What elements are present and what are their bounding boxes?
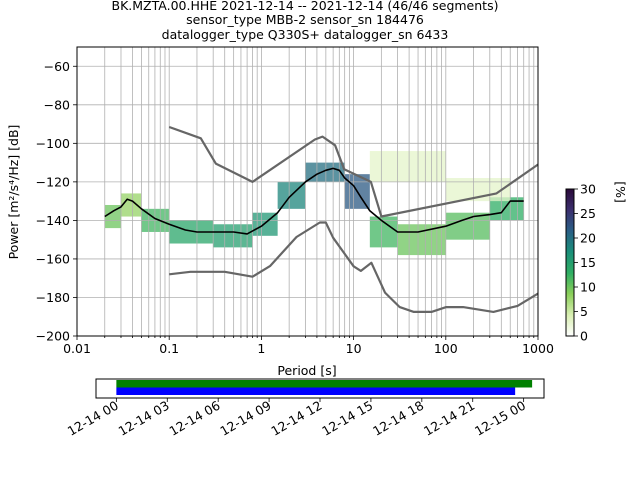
timeline-bar-1	[116, 387, 516, 395]
density-cell-10	[397, 224, 446, 256]
density-cell-12	[489, 197, 524, 221]
colorbar-tick-label: 0	[580, 329, 588, 344]
colorbar-label: [%]	[613, 181, 628, 203]
title-line-3: datalogger_type Q330S+ datalogger_sn 643…	[162, 27, 449, 42]
x-tick-label: 100	[434, 341, 458, 356]
timeline-tick-label: 12-14 21	[421, 398, 477, 439]
timeline-bars	[116, 380, 533, 395]
title-line-2: sensor_type MBB-2 sensor_sn 184476	[186, 12, 424, 27]
x-tick-label: 0.1	[159, 341, 179, 356]
density-cell-4	[213, 224, 253, 248]
y-tick-label: −120	[36, 174, 70, 189]
plot-frame	[76, 46, 539, 337]
density-cell-0	[104, 204, 121, 229]
density-cell-11	[445, 212, 490, 240]
y-tick-label: −60	[44, 59, 70, 74]
timeline-tick-label: 12-14 00	[65, 398, 121, 439]
x-tick-label: 0.01	[63, 341, 91, 356]
timeline-tick-label: 12-14 18	[370, 398, 426, 439]
timeline-bar-0	[116, 380, 533, 388]
x-tick-label: 1	[257, 341, 265, 356]
timeline-tick-label: 12-14 09	[217, 398, 273, 439]
colorbar-tick-label: 5	[580, 304, 588, 319]
colorbar-gradient	[565, 188, 575, 337]
timeline-tick-label: 12-14 03	[116, 398, 172, 439]
density-cell-13	[369, 151, 446, 182]
y-tick-label: −140	[36, 213, 70, 228]
colorbar-ticks: 0 5 10 15 20 25 30	[574, 182, 596, 344]
density-cell-7	[305, 162, 345, 182]
timeline-tick-label: 12-14 15	[319, 398, 375, 439]
y-tick-label: −160	[36, 251, 70, 266]
y-tick-label: −200	[36, 329, 70, 344]
x-axis-label: Period [s]	[277, 363, 336, 378]
timeline-tick-label: 12-14 12	[268, 398, 324, 439]
colorbar-tick-label: 15	[580, 255, 596, 270]
colorbar-tick-label: 30	[580, 182, 596, 197]
ppsd-plot: 0.01 0.1 1 10 100 1000 −60 −80 −100 −120 −140 −160…	[6, 46, 554, 378]
density-cell-1	[120, 193, 142, 217]
x-axis-ticks: 0.01 0.1 1 10 100 1000	[63, 336, 554, 356]
y-tick-label: −180	[36, 290, 70, 305]
colorbar-tick-label: 20	[580, 231, 596, 246]
y-axis-ticks: −60 −80 −100 −120 −140 −160 −180 −200	[36, 59, 77, 344]
y-axis-label: Power [m²/s⁴/Hz] [dB]	[6, 125, 21, 260]
timeline-tick-label: 12-15 00	[472, 398, 528, 439]
x-tick-label: 1000	[522, 341, 554, 356]
y-tick-label: −80	[44, 97, 70, 112]
colorbar-tick-label: 25	[580, 206, 596, 221]
colorbar: 0 5 10 15 20 25 30 [%]	[565, 181, 628, 344]
series-layer	[104, 125, 539, 313]
y-tick-label: −100	[36, 136, 70, 151]
series-noise-model-low	[169, 221, 539, 313]
colorbar-tick-label: 10	[580, 280, 596, 295]
title-line-1: BK.MZTA.00.HHE 2021-12-14 -- 2021-12-14 …	[112, 0, 499, 13]
series-noise-model-high	[168, 125, 539, 218]
series-mean	[104, 167, 524, 235]
timeline-tick-label: 12-14 06	[167, 398, 223, 439]
x-tick-label: 10	[346, 341, 362, 356]
density-cell-3	[169, 220, 214, 244]
density-cell-14	[445, 178, 511, 202]
